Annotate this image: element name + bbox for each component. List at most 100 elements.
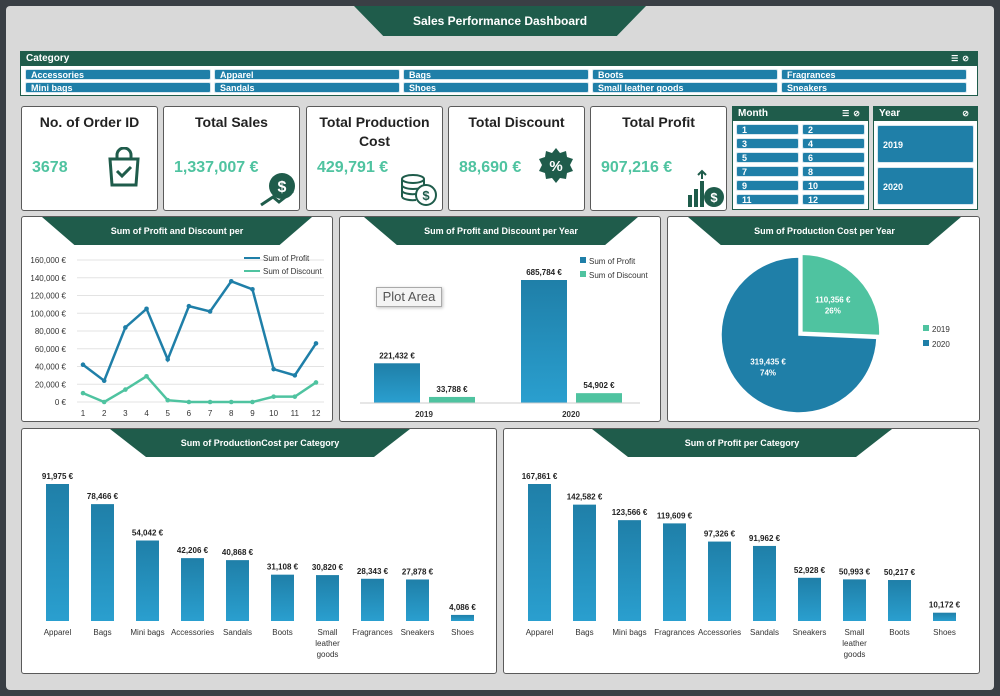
y-tick-label: 0 € (55, 398, 67, 407)
category-option[interactable]: Boots (592, 69, 778, 80)
production-cost-category-bar-chart[interactable]: 91,975 € Apparel 78,466 € Bags 54,042 € Mini … (22, 429, 498, 675)
data-label: 74% (760, 369, 776, 378)
month-option[interactable]: 8 (802, 166, 865, 177)
kpi-value: 3678 (32, 159, 68, 176)
legend-label: Sum of Discount (263, 267, 322, 276)
multi-select-icon[interactable]: ☰ (951, 54, 963, 63)
series-line (82, 374, 317, 404)
kpi-value: 1,337,007 € (174, 159, 259, 176)
production-cost-pie-chart[interactable]: 110,356 € 26% 2019 319,435 € 74% 2020 (668, 217, 981, 423)
category-option[interactable]: Small leather goods (592, 82, 778, 93)
bar (429, 396, 475, 403)
x-tick-label: leather (315, 639, 340, 648)
data-point (186, 399, 192, 405)
x-tick-label: 7 (208, 409, 213, 418)
x-tick-label: Small (844, 628, 864, 637)
clear-filter-icon[interactable]: ⊘ (853, 109, 864, 118)
month-option[interactable]: 5 (736, 152, 799, 163)
pie-slice (720, 256, 878, 414)
category-option[interactable]: Accessories (25, 69, 211, 80)
legend-swatch (923, 325, 929, 331)
month-slicer-header: Month ☰⊘ (733, 107, 868, 121)
x-tick-label: 1 (81, 409, 86, 418)
bar (374, 363, 420, 403)
y-tick-label: 80,000 € (35, 327, 67, 336)
clear-filter-icon[interactable]: ⊘ (962, 54, 973, 63)
kpi-total-profit: Total Profit 907,216 € $ (590, 106, 727, 211)
slicer-controls[interactable]: ☰⊘ (951, 52, 973, 66)
bar (46, 484, 69, 621)
multi-select-icon[interactable]: ☰ (842, 109, 854, 118)
month-option[interactable]: 9 (736, 180, 799, 191)
slicer-controls[interactable]: ☰⊘ (842, 107, 864, 121)
x-tick-label: 11 (291, 409, 300, 418)
data-point (228, 279, 234, 284)
data-point (123, 387, 128, 392)
x-tick-label: 3 (123, 409, 128, 418)
x-tick-label: 8 (229, 409, 234, 418)
month-option[interactable]: 7 (736, 166, 799, 177)
data-label: 31,108 € (267, 563, 299, 572)
x-tick-label: 12 (312, 409, 321, 418)
data-label: 33,788 € (436, 385, 468, 394)
profit-discount-line-chart[interactable]: 0 € 20,000 € 40,000 € 60,000 € 80,000 € 100,0… (22, 217, 334, 423)
kpi-value: 88,690 € (459, 159, 522, 176)
profit-discount-year-bar-chart[interactable]: 2019 221,432 € 33,788 € 2020 685,784 € 54,902… (340, 217, 662, 423)
month-option[interactable]: 2 (802, 124, 865, 135)
profit-category-bar-chart[interactable]: 167,861 € Apparel 142,582 € Bags 123,566 € Mi… (504, 429, 981, 675)
month-option[interactable]: 10 (802, 180, 865, 191)
kpi-total-production-cost: Total Production Cost 429,791 € $ (306, 106, 443, 211)
month-option[interactable]: 1 (736, 124, 799, 135)
x-tick-label: 2019 (415, 410, 433, 419)
y-tick-label: 100,000 € (30, 309, 66, 318)
data-point (144, 306, 149, 312)
x-tick-label: Shoes (933, 628, 956, 637)
bar (271, 574, 294, 621)
legend-label: 2020 (932, 340, 950, 349)
production-cost-category-panel: Sum of ProductionCost per Category 91,97… (21, 428, 497, 674)
x-tick-label: 10 (269, 409, 278, 418)
x-tick-label: Bags (575, 628, 593, 637)
data-point (250, 399, 255, 405)
bar (181, 558, 204, 621)
month-option[interactable]: 4 (802, 138, 865, 149)
category-option[interactable]: Shoes (403, 82, 589, 93)
month-option[interactable]: 6 (802, 152, 865, 163)
data-point (123, 325, 128, 330)
month-option[interactable]: 3 (736, 138, 799, 149)
x-tick-label: Small (317, 628, 337, 637)
category-option[interactable]: Bags (403, 69, 589, 80)
category-option[interactable]: Sandals (214, 82, 400, 93)
y-tick-label: 60,000 € (35, 345, 67, 354)
data-label: 319,435 € (750, 358, 786, 367)
month-option[interactable]: 11 (736, 194, 799, 205)
category-option[interactable]: Sneakers (781, 82, 967, 93)
data-label: 119,609 € (657, 511, 693, 520)
category-option[interactable]: Mini bags (25, 82, 211, 93)
data-point (144, 373, 149, 379)
data-point (80, 390, 86, 396)
data-label: 221,432 € (379, 351, 415, 360)
chart-title: Sum of Production Cost per Year (688, 217, 961, 245)
y-tick-label: 140,000 € (30, 274, 66, 283)
category-option[interactable]: Apparel (214, 69, 400, 80)
month-option[interactable]: 12 (802, 194, 865, 205)
data-point (313, 380, 319, 385)
year-option[interactable]: 2020 (877, 167, 974, 205)
x-tick-label: Accessories (698, 628, 741, 637)
bar (618, 520, 641, 621)
x-tick-label: 6 (187, 409, 192, 418)
kpi-title: Total Discount (468, 114, 565, 130)
chart-title: Sum of Profit per Category (592, 429, 892, 457)
data-point (292, 394, 298, 399)
category-option[interactable]: Fragrances (781, 69, 967, 80)
legend-swatch (923, 340, 929, 346)
svg-text:%: % (549, 158, 562, 175)
bar (888, 580, 911, 621)
svg-text:$: $ (710, 190, 718, 205)
slicer-controls[interactable]: ⊘ (962, 107, 973, 121)
data-point (165, 397, 171, 403)
clear-filter-icon[interactable]: ⊘ (962, 109, 973, 118)
year-option[interactable]: 2019 (877, 125, 974, 163)
kpi-order-count: No. of Order ID 3678 (21, 106, 158, 211)
